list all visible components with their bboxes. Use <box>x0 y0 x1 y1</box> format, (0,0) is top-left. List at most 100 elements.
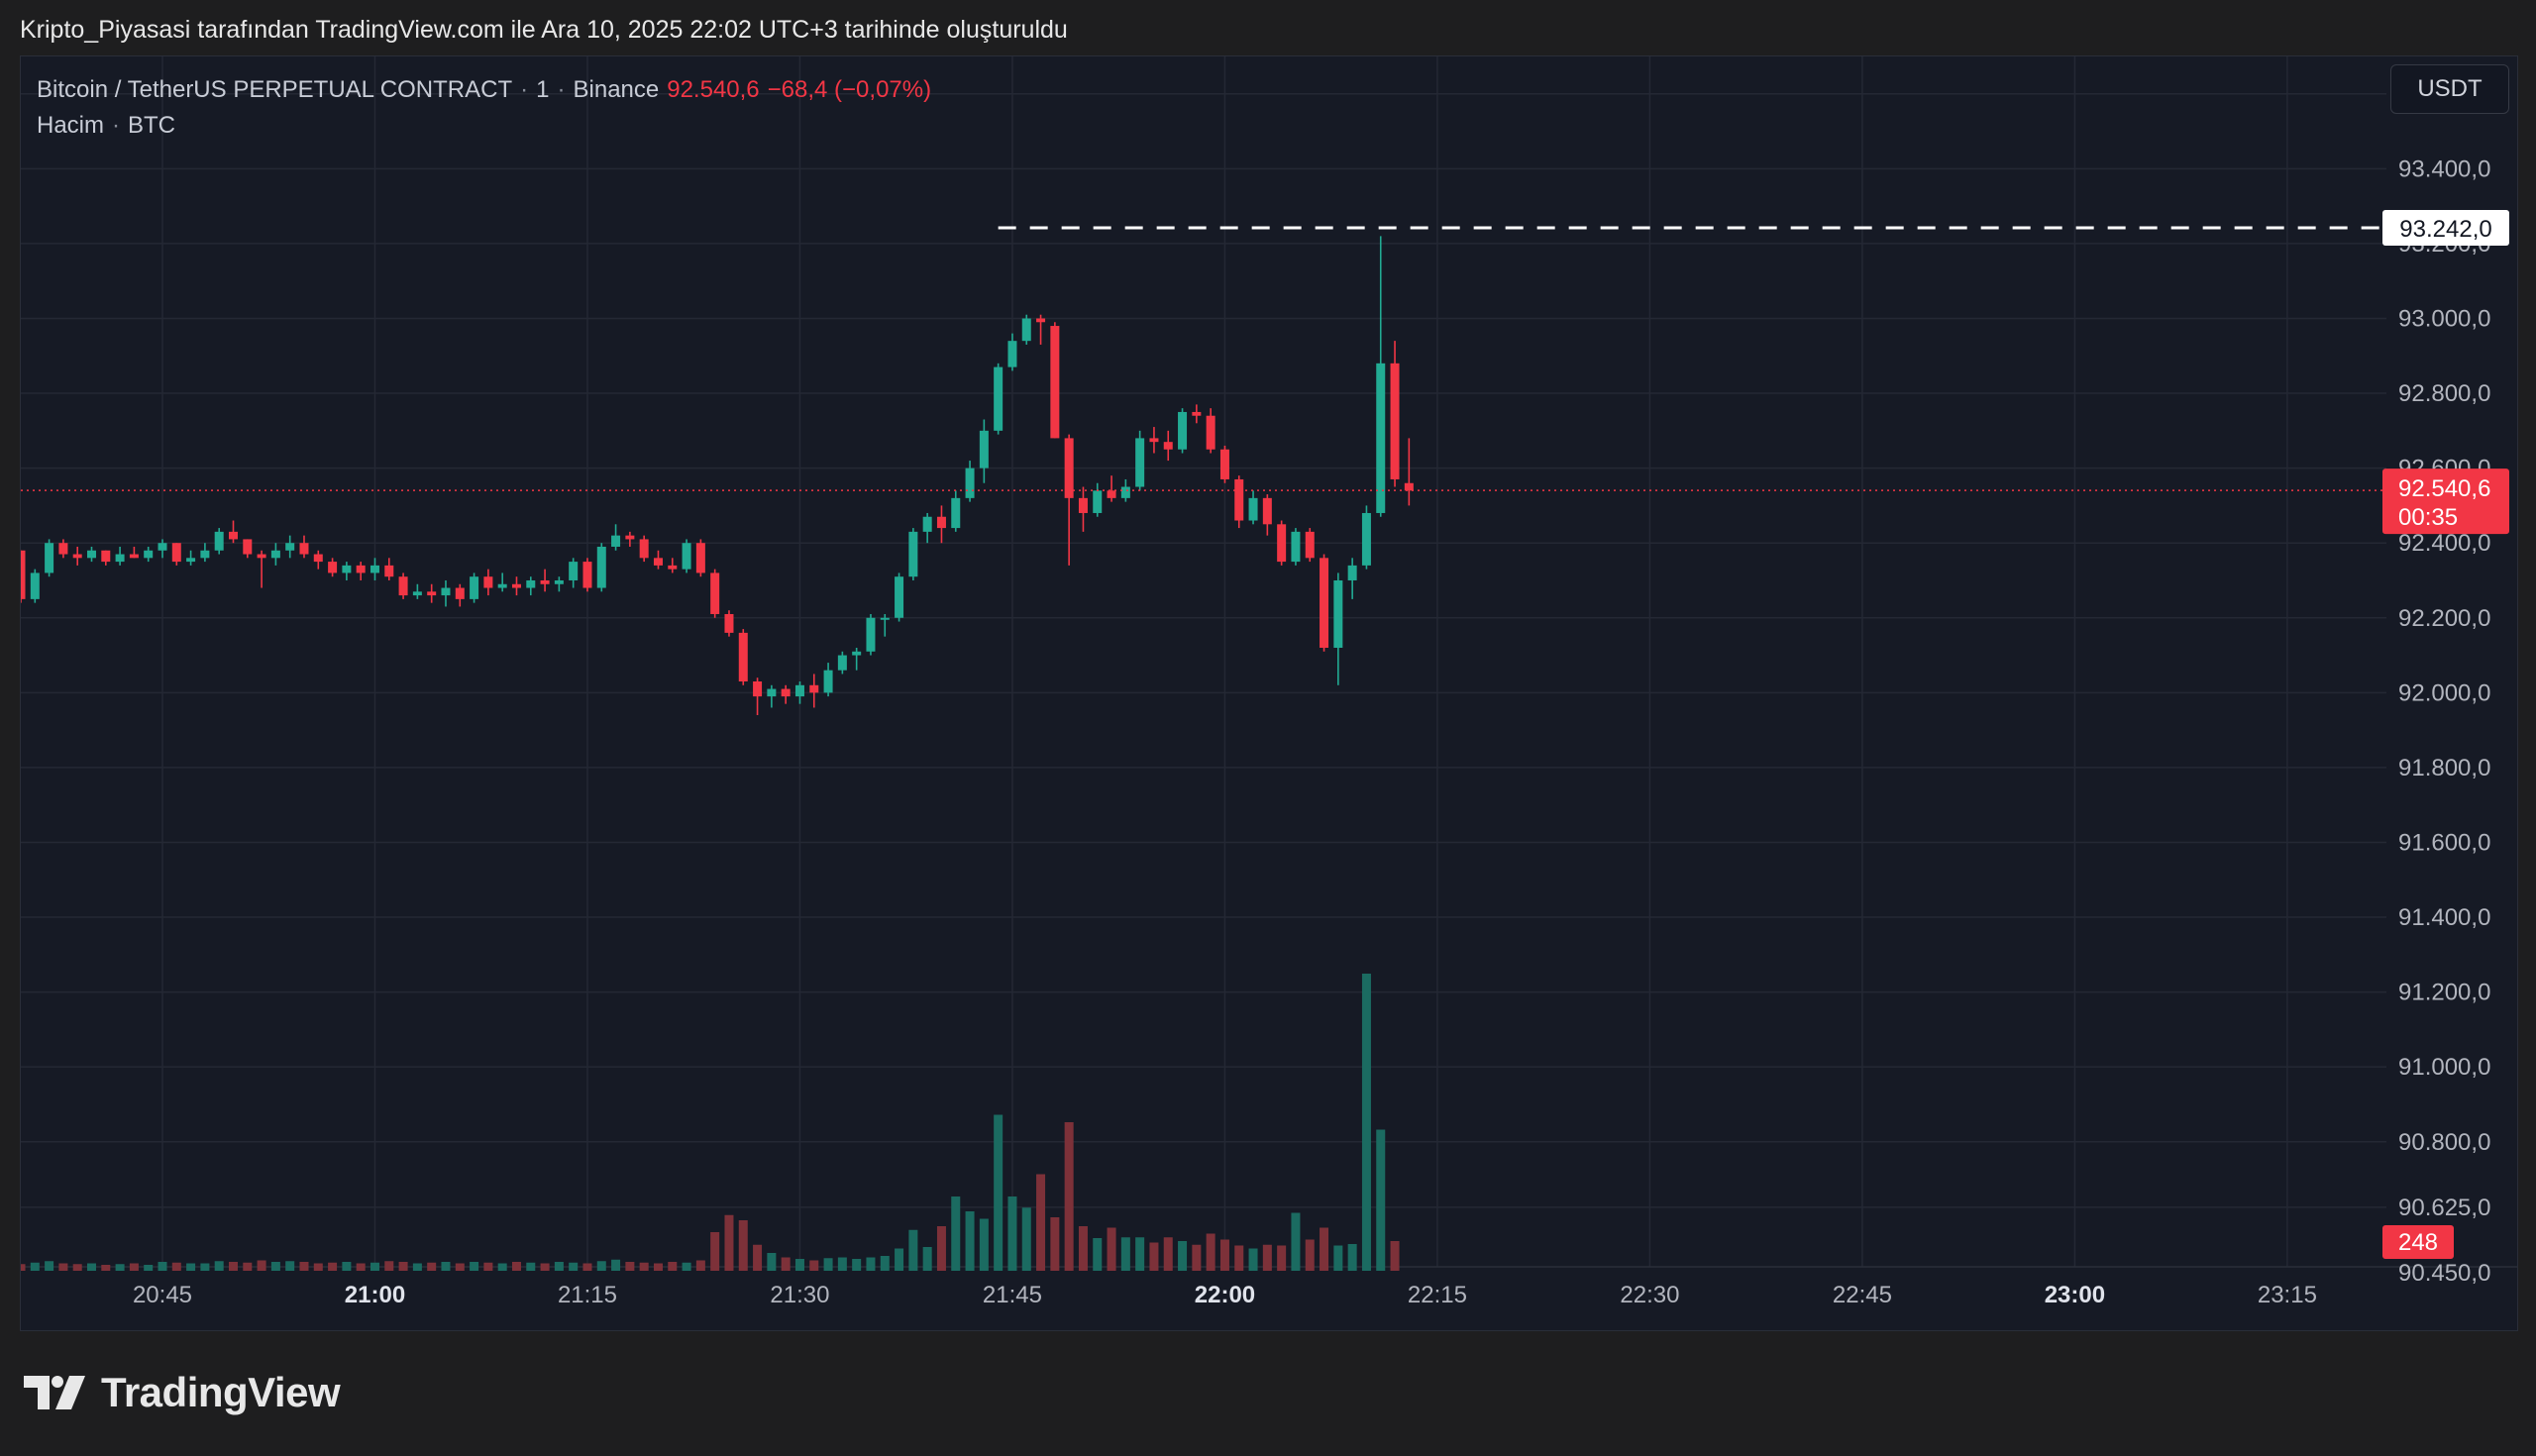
candle-body[interactable] <box>483 576 493 588</box>
candle-body[interactable] <box>285 543 295 551</box>
candle-body[interactable] <box>384 565 394 577</box>
candle-body[interactable] <box>511 583 521 588</box>
candle-body[interactable] <box>455 587 465 599</box>
candle-body[interactable] <box>129 554 139 559</box>
candlestick-chart[interactable]: 93.600,093.400,093.200,093.000,092.800,0… <box>21 56 2517 1330</box>
chart-pane[interactable]: 93.600,093.400,093.200,093.000,092.800,0… <box>20 55 2518 1331</box>
candle-body[interactable] <box>356 565 366 573</box>
candle-body[interactable] <box>724 613 734 633</box>
candle-body[interactable] <box>895 576 904 618</box>
candle-body[interactable] <box>922 516 932 532</box>
candle-body[interactable] <box>668 565 678 570</box>
candle-body[interactable] <box>653 558 663 566</box>
candle-body[interactable] <box>1064 438 1074 498</box>
candle-body[interactable] <box>1163 442 1173 450</box>
candle-body[interactable] <box>1347 565 1357 580</box>
candle-body[interactable] <box>994 366 1004 431</box>
candle-body[interactable] <box>1178 411 1188 450</box>
candle-body[interactable] <box>554 579 564 584</box>
candle-body[interactable] <box>270 550 280 559</box>
candle-body[interactable] <box>370 565 379 573</box>
candle-body[interactable] <box>1206 415 1215 450</box>
candle-body[interactable] <box>1135 438 1145 487</box>
candle-body[interactable] <box>540 579 550 584</box>
candle-body[interactable] <box>1050 326 1060 439</box>
candle-body[interactable] <box>58 543 68 555</box>
candle-body[interactable] <box>951 497 961 529</box>
candle-body[interactable] <box>441 587 451 596</box>
candle-body[interactable] <box>1120 486 1130 498</box>
candle-body[interactable] <box>1078 497 1088 513</box>
candle-body[interactable] <box>569 562 579 580</box>
candle-body[interactable] <box>412 591 422 596</box>
candle-body[interactable] <box>767 688 777 697</box>
candle-body[interactable] <box>1219 449 1229 479</box>
candle-body[interactable] <box>1036 318 1046 323</box>
candle-body[interactable] <box>1007 341 1017 367</box>
candle-body[interactable] <box>639 539 649 559</box>
candle-body[interactable] <box>526 579 536 588</box>
volume-indicator-label[interactable]: Hacim <box>37 112 105 139</box>
candle-body[interactable] <box>299 543 309 555</box>
candle-body[interactable] <box>936 516 946 529</box>
candle-body[interactable] <box>497 583 507 588</box>
candle-body[interactable] <box>1107 490 1116 498</box>
candle-body[interactable] <box>171 543 181 563</box>
candle-body[interactable] <box>427 591 437 596</box>
candle-body[interactable] <box>398 576 408 596</box>
candle-body[interactable] <box>1376 363 1386 513</box>
candle-body[interactable] <box>1291 531 1301 563</box>
candle-body[interactable] <box>753 681 763 697</box>
candle-body[interactable] <box>965 468 975 498</box>
candle-body[interactable] <box>342 565 352 573</box>
candle-body[interactable] <box>1333 579 1343 648</box>
candle-body[interactable] <box>710 572 720 614</box>
candle-body[interactable] <box>1234 478 1244 521</box>
currency-button[interactable]: USDT <box>2390 64 2509 114</box>
candle-body[interactable] <box>837 655 847 671</box>
candle-body[interactable] <box>1305 531 1315 559</box>
candle-body[interactable] <box>115 554 125 563</box>
candle-body[interactable] <box>101 550 111 563</box>
candle-body[interactable] <box>682 543 691 570</box>
candle-body[interactable] <box>908 531 918 577</box>
candle-body[interactable] <box>257 554 266 559</box>
candle-body[interactable] <box>823 670 833 693</box>
candle-body[interactable] <box>809 684 819 693</box>
candle-body[interactable] <box>86 550 96 559</box>
candle-body[interactable] <box>1361 512 1371 566</box>
candle-body[interactable] <box>582 562 592 588</box>
candle-body[interactable] <box>1192 411 1202 416</box>
candle-body[interactable] <box>880 617 890 620</box>
candle-body[interactable] <box>144 550 154 559</box>
candle-body[interactable] <box>313 554 323 563</box>
tradingview-logo[interactable]: TradingView <box>24 1369 341 1416</box>
candle-body[interactable] <box>1404 482 1414 491</box>
candle-body[interactable] <box>200 550 210 559</box>
candle-body[interactable] <box>866 617 876 652</box>
candle-body[interactable] <box>228 531 238 540</box>
candle-body[interactable] <box>695 543 705 573</box>
candle-body[interactable] <box>30 572 40 599</box>
candle-body[interactable] <box>470 576 479 599</box>
candle-body[interactable] <box>1262 497 1272 525</box>
candle-body[interactable] <box>158 543 167 551</box>
candle-body[interactable] <box>21 550 26 599</box>
candle-body[interactable] <box>596 546 606 588</box>
candle-body[interactable] <box>243 539 253 555</box>
interval-label[interactable]: 1 <box>536 76 550 103</box>
candle-body[interactable] <box>738 632 748 682</box>
candle-body[interactable] <box>611 535 621 547</box>
candle-body[interactable] <box>1021 318 1031 342</box>
candle-body[interactable] <box>781 688 791 697</box>
candle-body[interactable] <box>1248 497 1258 521</box>
candle-body[interactable] <box>45 543 54 573</box>
candle-body[interactable] <box>214 531 224 551</box>
candle-body[interactable] <box>794 684 804 697</box>
candle-body[interactable] <box>979 430 989 468</box>
candle-body[interactable] <box>1277 524 1287 563</box>
candle-body[interactable] <box>1093 490 1103 513</box>
symbol-name[interactable]: Bitcoin / TetherUS PERPETUAL CONTRACT <box>37 76 513 103</box>
candle-body[interactable] <box>1149 438 1159 443</box>
candle-body[interactable] <box>625 535 635 540</box>
